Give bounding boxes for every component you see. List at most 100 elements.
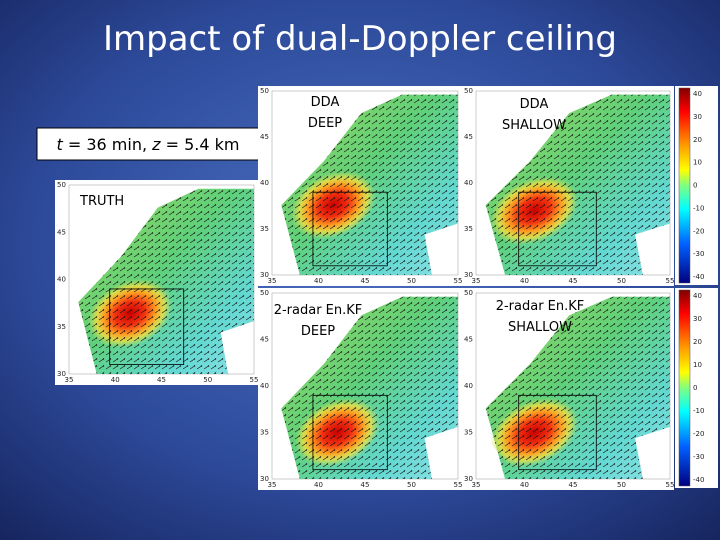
x-tick-label: 45 bbox=[569, 481, 578, 489]
colorbar-tick-label: 30 bbox=[693, 315, 702, 323]
y-tick-label: 45 bbox=[57, 228, 66, 236]
y-tick-label: 40 bbox=[464, 382, 473, 390]
colorbar-tick-label: -30 bbox=[693, 250, 704, 258]
x-tick-label: 40 bbox=[111, 376, 120, 384]
y-tick-label: 35 bbox=[260, 429, 269, 437]
y-tick-label: 45 bbox=[464, 133, 473, 141]
x-tick-label: 45 bbox=[157, 376, 166, 384]
y-tick-label: 35 bbox=[464, 429, 473, 437]
panel-label: SHALLOW bbox=[508, 320, 572, 335]
wind-vectors bbox=[78, 188, 254, 374]
y-tick-label: 40 bbox=[464, 179, 473, 187]
panel-label: SHALLOW bbox=[502, 118, 566, 133]
wind-vectors bbox=[281, 296, 458, 479]
y-tick-label: 30 bbox=[464, 475, 473, 483]
y-tick-label: 30 bbox=[260, 475, 269, 483]
colorbar-tick-label: 0 bbox=[693, 182, 697, 190]
y-tick-label: 35 bbox=[464, 225, 473, 233]
x-tick-label: 35 bbox=[268, 481, 277, 489]
panel-label: TRUTH bbox=[79, 194, 124, 209]
colorbar: 40 30 20 10 0 -10 -20 -30 -40 bbox=[675, 288, 718, 488]
y-tick-label: 30 bbox=[464, 271, 473, 279]
x-tick-label: 55 bbox=[454, 277, 463, 285]
colorbar-scale bbox=[678, 289, 691, 487]
x-tick-label: 35 bbox=[268, 277, 277, 285]
colorbar-tick-label: -20 bbox=[693, 430, 704, 438]
colorbar-tick-label: -20 bbox=[693, 227, 704, 235]
panel-label: DEEP bbox=[301, 324, 335, 339]
x-tick-label: 40 bbox=[314, 277, 323, 285]
x-tick-label: 40 bbox=[314, 481, 323, 489]
y-tick-label: 50 bbox=[260, 289, 269, 297]
y-tick-label: 45 bbox=[260, 133, 269, 141]
colorbar-tick-label: 10 bbox=[693, 361, 702, 369]
x-tick-label: 45 bbox=[569, 277, 578, 285]
time-label: t = 36 min, z = 5.4 km bbox=[56, 135, 239, 154]
height-value: = 5.4 km bbox=[161, 135, 240, 154]
colorbar-tick-label: 20 bbox=[693, 338, 702, 346]
colorbar-tick-label: -10 bbox=[693, 407, 704, 415]
colorbar-tick-label: 0 bbox=[693, 384, 697, 392]
slide-title: Impact of dual-Doppler ceiling bbox=[103, 19, 617, 59]
colorbar-tick-label: -30 bbox=[693, 453, 704, 461]
panel-label: 2-radar En.KF bbox=[274, 303, 363, 318]
x-tick-label: 50 bbox=[617, 277, 626, 285]
x-tick-label: 50 bbox=[407, 277, 416, 285]
x-tick-label: 50 bbox=[203, 376, 212, 384]
colorbar-tick-label: 40 bbox=[693, 292, 702, 300]
y-tick-label: 30 bbox=[260, 271, 269, 279]
wind-vectors bbox=[485, 296, 670, 479]
wind-vectors bbox=[281, 94, 458, 276]
panel-label: DDA bbox=[311, 95, 340, 110]
y-tick-label: 40 bbox=[260, 179, 269, 187]
y-tick-label: 50 bbox=[464, 87, 473, 95]
x-tick-label: 35 bbox=[472, 481, 481, 489]
y-tick-label: 35 bbox=[260, 225, 269, 233]
analysis-box bbox=[518, 191, 597, 267]
colorbar-tick-label: 20 bbox=[693, 136, 702, 144]
x-tick-label: 45 bbox=[361, 481, 370, 489]
x-tick-label: 35 bbox=[472, 277, 481, 285]
y-tick-label: 45 bbox=[260, 336, 269, 344]
colorbar-tick-label: 10 bbox=[693, 159, 702, 167]
time-label-box bbox=[36, 127, 261, 161]
x-tick-label: 40 bbox=[520, 277, 529, 285]
analysis-box bbox=[518, 394, 597, 471]
y-tick-label: 50 bbox=[464, 289, 473, 297]
y-tick-label: 50 bbox=[260, 87, 269, 95]
y-tick-label: 50 bbox=[57, 181, 66, 189]
colorbar-tick-label: -10 bbox=[693, 204, 704, 212]
panel-label: DDA bbox=[520, 97, 549, 112]
colorbar-scale bbox=[678, 87, 691, 284]
y-tick-label: 40 bbox=[57, 276, 66, 284]
y-tick-label: 45 bbox=[464, 336, 473, 344]
colorbar-tick-label: -40 bbox=[693, 476, 704, 484]
analysis-box bbox=[312, 191, 388, 267]
x-tick-label: 55 bbox=[666, 277, 675, 285]
wind-vectors bbox=[485, 94, 670, 276]
colorbar-tick-label: 40 bbox=[693, 90, 702, 98]
y-tick-label: 35 bbox=[57, 323, 66, 331]
time-var: t bbox=[56, 135, 63, 154]
x-tick-label: 55 bbox=[666, 481, 675, 489]
x-tick-label: 45 bbox=[361, 277, 370, 285]
y-tick-label: 30 bbox=[57, 370, 66, 378]
x-tick-label: 55 bbox=[454, 481, 463, 489]
colorbar: 40 30 20 10 0 -10 -20 -30 -40 bbox=[675, 86, 718, 285]
y-tick-label: 40 bbox=[260, 382, 269, 390]
colorbar-tick-label: 30 bbox=[693, 113, 702, 121]
height-var: z bbox=[151, 135, 161, 154]
analysis-box bbox=[312, 394, 388, 471]
panel-label: DEEP bbox=[308, 116, 342, 131]
x-tick-label: 55 bbox=[250, 376, 259, 384]
x-tick-label: 50 bbox=[617, 481, 626, 489]
panel-label: 2-radar En.KF bbox=[496, 299, 585, 314]
colorbar-tick-label: -40 bbox=[693, 273, 704, 281]
